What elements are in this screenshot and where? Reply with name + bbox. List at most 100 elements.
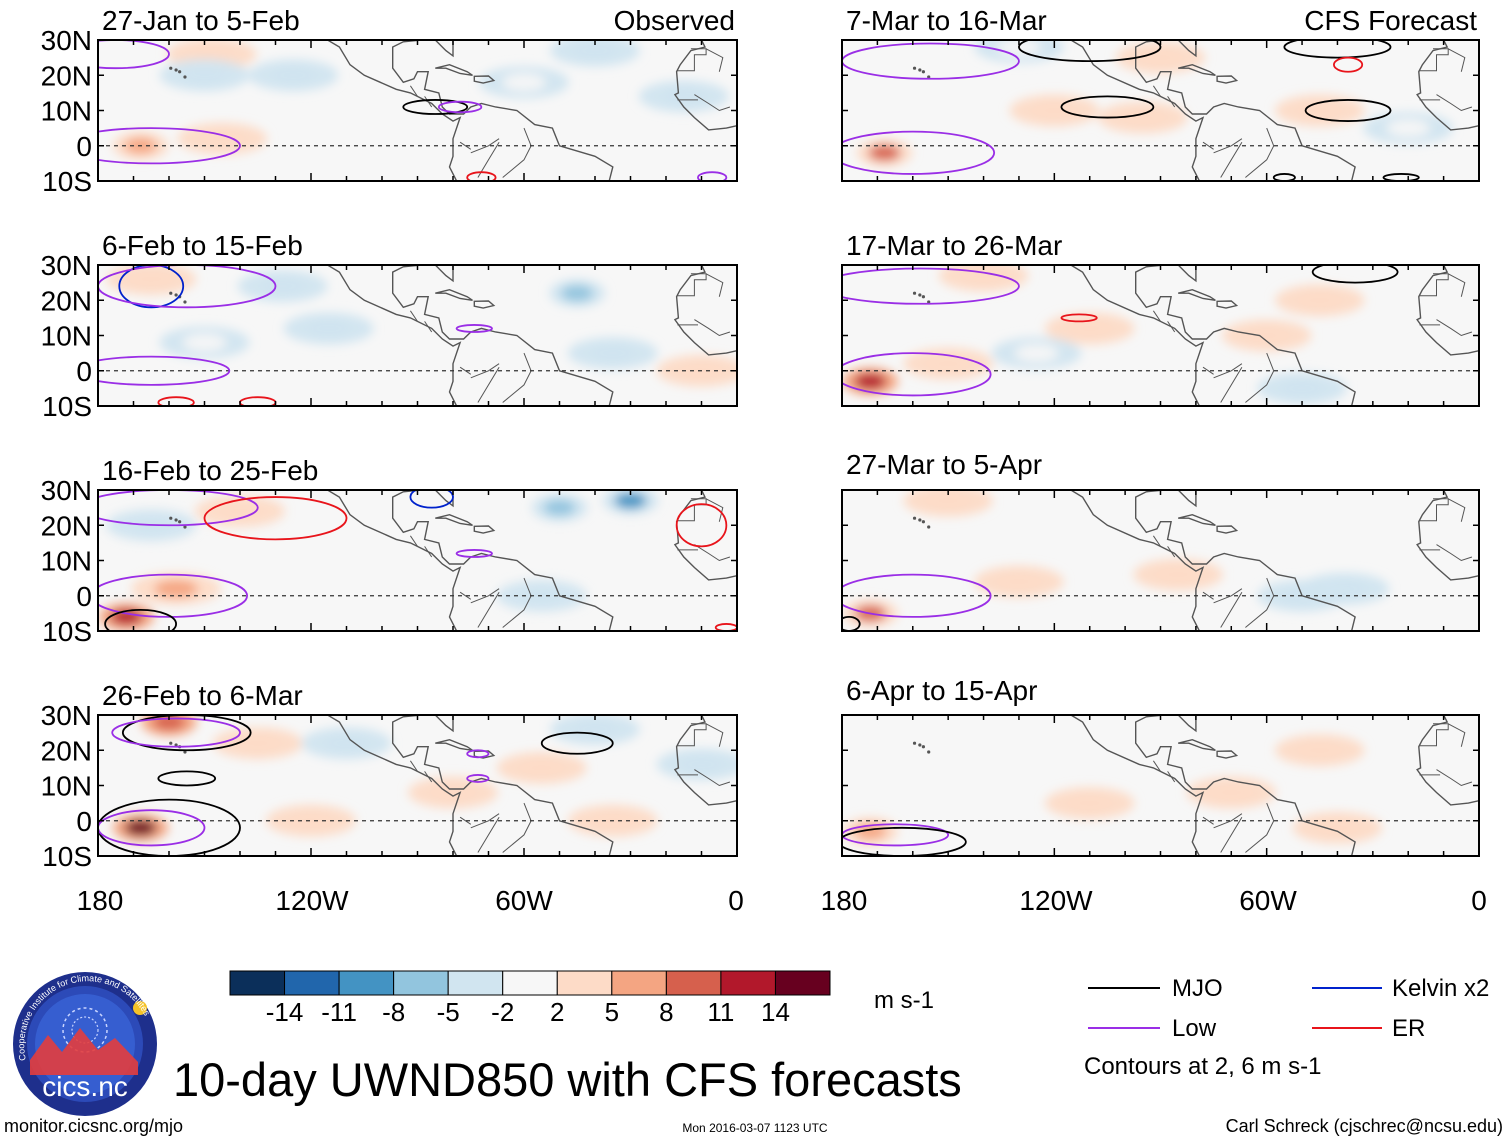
colorbar-tick-label: 5 (605, 997, 619, 1027)
panel-ticks (841, 264, 1480, 407)
hispaniola-coast (1216, 75, 1239, 84)
anomaly-core (182, 66, 227, 85)
contour-er (157, 396, 195, 406)
anomaly-core (561, 285, 594, 302)
cuba-coast (435, 288, 473, 301)
anomaly-core (289, 811, 333, 830)
country-border (409, 535, 418, 547)
country-border (470, 588, 500, 604)
island (183, 525, 187, 529)
country-border (1447, 273, 1466, 297)
country-border (477, 591, 500, 628)
island (174, 743, 178, 747)
legend-label-low: Low (1172, 1015, 1217, 1042)
colorbar-swatch (665, 970, 722, 996)
country-border (459, 366, 472, 375)
contour-er (1333, 56, 1364, 73)
country-border (676, 273, 707, 297)
colorbar-tick-label: 11 (707, 997, 734, 1027)
island (178, 520, 182, 524)
africa-coast (1416, 490, 1479, 581)
panel-period: 16-Feb to 25-Feb (102, 455, 318, 486)
anomaly-shading (842, 490, 1390, 628)
africa-coast (1416, 715, 1479, 806)
americas-coast (240, 265, 614, 406)
hispaniola-coast (473, 75, 496, 84)
contour-low (455, 324, 493, 333)
island (169, 741, 173, 745)
hispaniola-coast (1216, 525, 1239, 534)
colorbar-swatch (338, 970, 395, 996)
island (174, 293, 178, 297)
cuba-coast (1178, 513, 1216, 526)
country-border (1213, 363, 1243, 379)
contour-mjo (1060, 95, 1155, 119)
panel-period: 6-Feb to 15-Feb (102, 230, 303, 261)
panel-background (842, 265, 1479, 406)
colorbar-swatch (393, 970, 449, 996)
hispaniola-coast (473, 300, 496, 309)
lat-label: 20N (41, 735, 92, 766)
hispaniola-coast (1216, 300, 1239, 309)
lat-label: 10N (41, 96, 92, 127)
map-panel: 27-Mar to 5-Apr (841, 449, 1480, 632)
footer-author: Carl Schreck (cjschrec@ncsu.edu) (1226, 1116, 1503, 1136)
contour-low (842, 42, 1020, 80)
contour-mjo (540, 731, 614, 755)
country-border (1202, 591, 1214, 600)
contour-er (466, 171, 497, 181)
country-border (1245, 352, 1275, 403)
country-border (1202, 816, 1214, 825)
lat-label: 30N (41, 250, 92, 281)
anomaly-shading (112, 40, 729, 160)
anomaly-core (1120, 108, 1165, 127)
legend-label-kelvin: Kelvin x2 (1392, 975, 1489, 1002)
island (918, 293, 922, 297)
colorbar-tick-label: 8 (659, 997, 673, 1027)
cics-logo: Cooperative Institute for Climate and Sa… (13, 972, 157, 1116)
contour-mjo (157, 770, 217, 787)
country-border (705, 48, 724, 72)
anomaly-core (124, 819, 157, 836)
coastlines (912, 265, 1479, 406)
panel-period: 27-Jan to 5-Feb (102, 5, 300, 36)
colorbar-swatch (774, 970, 831, 996)
panel-ticks (97, 264, 738, 407)
country-border (470, 138, 500, 154)
lat-label: 20N (41, 510, 92, 541)
anomaly-core (324, 734, 369, 753)
country-border (1152, 310, 1161, 322)
anomaly-shading (112, 715, 737, 842)
island (927, 750, 931, 754)
island (921, 70, 925, 74)
contour-mjo (121, 715, 252, 752)
contour-low (455, 549, 493, 558)
country-border (1220, 141, 1243, 178)
anomaly-core (614, 492, 647, 509)
country-border (459, 591, 472, 600)
country-border (1213, 588, 1243, 604)
island (921, 520, 925, 524)
contour-mjo (385, 715, 415, 716)
country-border (1436, 319, 1473, 337)
country-border (477, 366, 500, 403)
country-border (705, 498, 724, 522)
island (927, 75, 931, 79)
anomaly-core (129, 270, 174, 289)
country-border (1152, 85, 1161, 97)
country-border (424, 546, 433, 558)
country-border (1167, 96, 1176, 108)
lat-label: 20N (41, 60, 92, 91)
contour-low (98, 40, 170, 70)
map-panel: 30N 20N 10N 0 10S 26-Feb to 6-Mar (41, 680, 738, 872)
colorbar-tick-label: 2 (550, 997, 564, 1027)
lat-label: 30N (41, 700, 92, 731)
map-panel: 30N 20N 10N 0 10S 27-Jan to 5-Feb Observed (41, 5, 738, 197)
country-border (1167, 546, 1176, 558)
colorbar-swatch (447, 970, 504, 996)
contour-low (842, 130, 996, 175)
longitude-axis-right: 180 120W 60W 0 (821, 885, 1487, 916)
country-border (1213, 138, 1243, 154)
lon-label: 180 (77, 885, 124, 916)
